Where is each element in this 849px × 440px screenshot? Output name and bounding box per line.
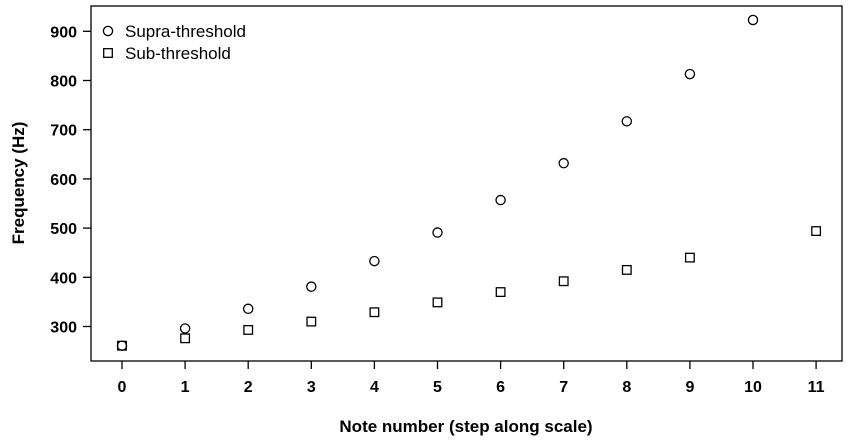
x-tick-label: 11 xyxy=(808,379,825,396)
sub-threshold-point xyxy=(369,307,380,318)
supra-threshold-point xyxy=(306,281,317,292)
legend-label: Supra-threshold xyxy=(125,22,246,41)
y-tick-label: 700 xyxy=(50,123,77,140)
x-tick-label: 7 xyxy=(559,379,568,396)
supra-threshold-point xyxy=(621,116,633,127)
supra-threshold-point xyxy=(558,157,569,169)
sub-threshold-point xyxy=(117,340,127,351)
y-tick-label: 400 xyxy=(50,270,77,287)
legend-circle-icon xyxy=(102,25,114,37)
sub-threshold-point xyxy=(306,316,317,327)
x-tick-label: 9 xyxy=(685,379,694,396)
x-axis-title: Note number (step along scale) xyxy=(339,417,592,436)
x-tick-label: 4 xyxy=(370,379,379,396)
y-tick-label: 500 xyxy=(50,221,77,238)
x-tick-label: 2 xyxy=(244,379,253,396)
data-points xyxy=(116,14,822,351)
supra-threshold-point xyxy=(242,303,254,315)
x-tick-label: 5 xyxy=(433,379,442,396)
y-axis-title: Frequency (Hz) xyxy=(9,122,28,245)
sub-threshold-point xyxy=(495,287,506,298)
legend-label: Sub-threshold xyxy=(125,44,231,63)
sub-threshold-point xyxy=(558,276,569,287)
x-tick-label: 1 xyxy=(181,379,190,396)
y-tick-label: 800 xyxy=(50,74,77,91)
sub-threshold-point xyxy=(432,297,443,308)
supra-threshold-point xyxy=(179,323,191,334)
y-axis: 300 400 500 600 700 800 900 xyxy=(50,24,91,337)
legend-square-icon xyxy=(103,48,113,58)
y-tick-label: 300 xyxy=(50,320,77,337)
supra-threshold-point xyxy=(116,340,128,351)
supra-threshold-point xyxy=(432,227,443,238)
x-tick-label: 3 xyxy=(307,379,316,396)
sub-threshold-point xyxy=(180,333,191,344)
x-axis: 0 1 2 3 4 5 6 7 8 9 10 11 xyxy=(118,361,825,396)
supra-threshold-point xyxy=(684,68,696,80)
supra-threshold-point xyxy=(495,194,506,206)
y-tick-label: 900 xyxy=(50,24,77,41)
legend: Supra-threshold Sub-threshold xyxy=(102,22,246,63)
supra-threshold-point xyxy=(747,14,759,26)
sub-threshold-point xyxy=(684,252,695,263)
x-tick-label: 0 xyxy=(118,379,127,396)
supra-threshold-point xyxy=(369,255,380,267)
x-tick-label: 6 xyxy=(496,379,505,396)
sub-threshold-point xyxy=(811,226,822,237)
sub-threshold-point xyxy=(243,324,254,335)
x-tick-label: 8 xyxy=(622,379,631,396)
x-tick-label: 10 xyxy=(744,379,762,396)
sub-threshold-point xyxy=(621,264,632,275)
plot-frame xyxy=(90,5,843,362)
y-tick-label: 600 xyxy=(50,172,77,189)
